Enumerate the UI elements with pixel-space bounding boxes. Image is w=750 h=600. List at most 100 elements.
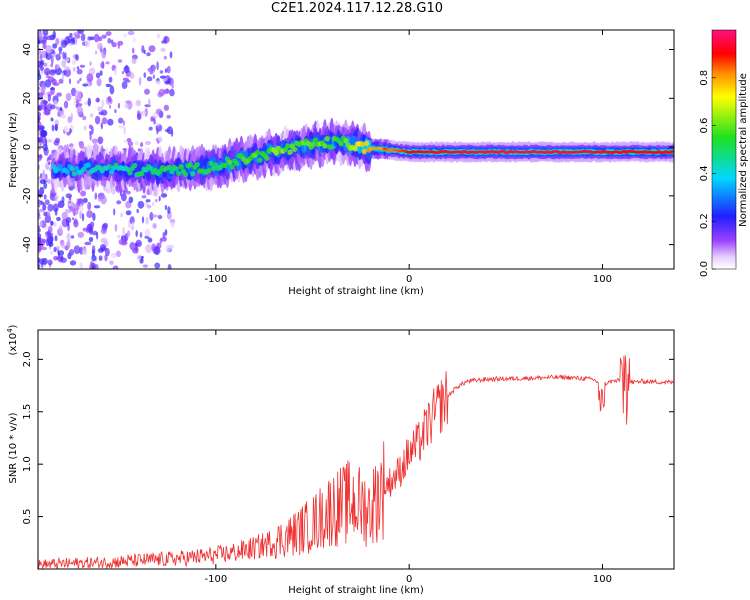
colorbar-tick-label: 0.0 xyxy=(699,261,710,277)
heatmap-speckle xyxy=(75,201,80,211)
heatmap-speckle xyxy=(158,195,161,202)
heatmap-speckle xyxy=(38,258,46,265)
heatmap-speckle xyxy=(97,42,103,51)
heatmap-speckle xyxy=(69,32,73,38)
heatmap-speckle xyxy=(118,239,124,245)
heatmap-speckle xyxy=(66,232,71,242)
x-tick-label: 0 xyxy=(406,274,412,285)
heatmap-speckle xyxy=(43,62,47,67)
heatmap-speckle xyxy=(109,260,114,266)
heatmap-speckle xyxy=(164,229,168,236)
heatmap-speckle xyxy=(149,70,154,75)
heatmap-speckle xyxy=(50,69,57,74)
heatmap-cell xyxy=(264,155,270,161)
heatmap-speckle xyxy=(101,49,107,59)
heatmap-speckle xyxy=(125,79,131,83)
heatmap-speckle xyxy=(76,106,84,116)
heatmap-speckle xyxy=(97,106,103,112)
heatmap-speckle xyxy=(53,139,60,146)
heatmap-speckle xyxy=(124,103,129,109)
heatmap-speckle xyxy=(65,92,72,102)
heatmap-speckle xyxy=(83,197,88,204)
heatmap-speckle xyxy=(39,179,46,185)
y-tick-label: 20 xyxy=(22,92,33,105)
heatmap-speckle xyxy=(42,143,48,152)
heatmap-speckle xyxy=(90,113,94,118)
heatmap-speckle xyxy=(47,76,55,83)
heatmap-speckle xyxy=(55,106,61,110)
heatmap-speckle xyxy=(39,220,43,228)
heatmap-speckle xyxy=(61,211,68,220)
heatmap-speckle xyxy=(63,100,69,109)
snr-y-multiplier-exp: 4 xyxy=(6,328,14,333)
heatmap-speckle xyxy=(47,138,53,143)
heatmap-cell xyxy=(313,137,319,143)
heatmap-speckle xyxy=(131,221,134,230)
heatmap-speckle xyxy=(58,51,62,55)
heatmap-speckle xyxy=(48,225,53,234)
heatmap-cell xyxy=(106,163,112,170)
heatmap-cell xyxy=(255,149,261,156)
spectrogram-y-ticks: -40 -20 0 20 40 xyxy=(22,43,674,253)
heatmap-cell xyxy=(208,160,214,166)
heatmap-speckle xyxy=(126,230,131,237)
heatmap-speckle xyxy=(118,117,124,124)
heatmap-speckle xyxy=(164,68,168,73)
heatmap-cell xyxy=(108,169,115,175)
heatmap-speckle xyxy=(48,161,51,165)
heatmap-speckle xyxy=(60,39,68,48)
heatmap-speckle xyxy=(80,33,86,42)
heatmap-speckle xyxy=(145,244,153,254)
heatmap-cell xyxy=(310,141,316,147)
heatmap-cell xyxy=(257,157,263,163)
heatmap-speckle xyxy=(79,64,86,68)
heatmap-speckle xyxy=(73,245,81,255)
heatmap-speckle xyxy=(45,45,53,54)
heatmap-speckle xyxy=(50,63,53,68)
spectrogram-y-axis-label: Frequency (Hz) xyxy=(8,112,19,188)
heatmap-speckle xyxy=(93,33,100,43)
heatmap-speckle xyxy=(45,52,52,61)
heatmap-speckle xyxy=(95,50,98,55)
heatmap-speckle xyxy=(170,221,175,228)
heatmap-speckle xyxy=(49,250,54,256)
heatmap-speckle xyxy=(118,124,124,129)
heatmap-speckle xyxy=(169,88,175,97)
heatmap-speckle xyxy=(137,255,142,261)
heatmap-speckle xyxy=(100,244,107,251)
heatmap-speckle xyxy=(114,109,117,114)
heatmap-speckle xyxy=(139,232,143,238)
heatmap-speckle xyxy=(116,200,122,205)
heatmap-speckle xyxy=(58,225,63,234)
snr-y-axis-label: SNR (10 * v/v) xyxy=(8,412,19,483)
heatmap-speckle xyxy=(86,73,94,82)
heatmap-speckle xyxy=(97,136,104,145)
heatmap-speckle xyxy=(77,231,85,238)
heatmap-speckle xyxy=(124,100,132,104)
heatmap-speckle xyxy=(105,31,112,36)
heatmap-cell xyxy=(166,164,173,171)
heatmap-speckle xyxy=(121,71,124,75)
heatmap-speckle xyxy=(43,211,48,217)
heatmap-speckle xyxy=(42,169,45,177)
heatmap-cell xyxy=(169,168,175,175)
heatmap-speckle xyxy=(38,31,43,41)
heatmap-speckle xyxy=(159,70,164,74)
y-tick-label: 0.5 xyxy=(22,509,33,525)
heatmap-speckle xyxy=(40,85,44,93)
snr-series-line xyxy=(38,355,674,569)
heatmap-speckle xyxy=(123,126,126,135)
heatmap-cell xyxy=(273,150,279,156)
heatmap-speckle xyxy=(50,117,54,122)
heatmap-cell xyxy=(287,149,293,155)
heatmap-speckle xyxy=(55,38,60,45)
heatmap-speckle xyxy=(43,110,51,116)
heatmap-cell xyxy=(322,143,328,149)
heatmap-speckle xyxy=(99,70,103,76)
heatmap-speckle xyxy=(38,73,42,81)
heatmap-cell xyxy=(670,150,674,153)
heatmap-cell xyxy=(338,140,344,147)
heatmap-cell xyxy=(234,161,240,167)
heatmap-speckle xyxy=(46,61,49,70)
heatmap-speckle xyxy=(137,200,145,209)
